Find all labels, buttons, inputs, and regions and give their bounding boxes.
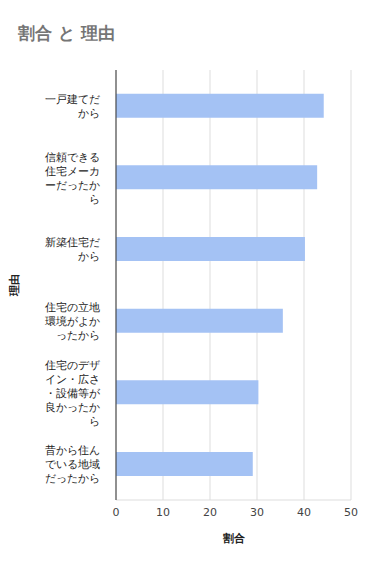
svg-text:理由: 理由 [8, 274, 21, 297]
html-text:割合 と 理由: 割合 と 理由 [18, 23, 115, 43]
svg-text:ーだったか: ーだったか [45, 179, 100, 192]
svg-text:だったから: だったから [45, 472, 100, 485]
svg-text:10: 10 [156, 506, 170, 519]
svg-text:住宅の立地: 住宅の立地 [45, 301, 100, 314]
svg-text:新築住宅だ: 新築住宅だ [45, 236, 100, 249]
svg-text:でいる地域: でいる地域 [45, 458, 100, 471]
svg-text:20: 20 [203, 506, 217, 519]
svg-text:信頼できる: 信頼できる [45, 151, 100, 164]
svg-text:30: 30 [250, 506, 264, 519]
svg-text:昔から住ん: 昔から住ん [45, 444, 100, 457]
svg-text:一戸建てだ: 一戸建てだ [45, 93, 100, 106]
svg-text:ら: ら [89, 193, 100, 206]
svg-text:から: から [78, 107, 100, 120]
svg-text:住宅のデザ: 住宅のデザ [45, 359, 100, 372]
svg-text:良かったか: 良かったか [45, 401, 100, 414]
svg-text:・設備等が: ・設備等が [45, 387, 101, 400]
svg-text:環境がよか: 環境がよか [45, 315, 100, 328]
svg-text:ら: ら [89, 415, 100, 428]
svg-text:40: 40 [297, 506, 311, 519]
svg-text:から: から [78, 250, 100, 263]
svg-text:ったから: ったから [56, 329, 100, 342]
svg-text:割合: 割合 [222, 532, 246, 545]
svg-text:住宅メーカ: 住宅メーカ [45, 165, 100, 178]
svg-text:イン・広さ: イン・広さ [45, 373, 100, 386]
svg-text:50: 50 [344, 506, 358, 519]
svg-text:0: 0 [113, 506, 120, 519]
